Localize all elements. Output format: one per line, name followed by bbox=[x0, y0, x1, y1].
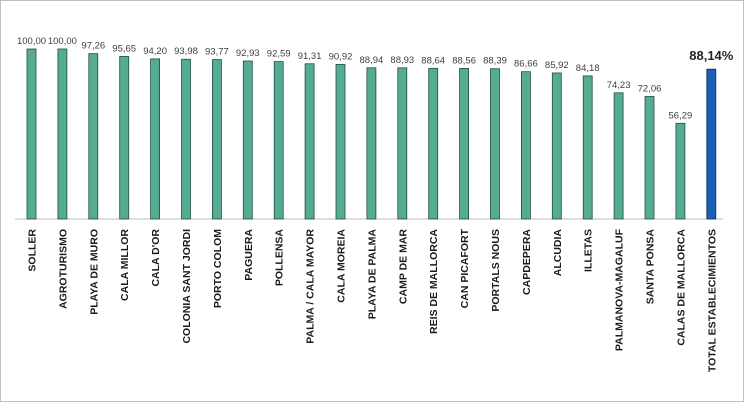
bar-0 bbox=[26, 48, 37, 220]
data-label-0: 100,00 bbox=[17, 36, 46, 47]
category-label-10: CALA MOREIA bbox=[336, 229, 348, 303]
data-label-18: 84,18 bbox=[576, 63, 600, 74]
data-label-3: 95,65 bbox=[112, 43, 136, 54]
category-label-16: CAPDEPERA bbox=[521, 229, 533, 295]
category-label-8: POLLENSA bbox=[274, 229, 286, 287]
category-label-18: ILLETAS bbox=[583, 229, 595, 272]
data-label-22: 88,14% bbox=[689, 48, 734, 63]
bar-7 bbox=[242, 60, 253, 220]
data-label-2: 97,26 bbox=[81, 41, 105, 52]
category-label-20: SANTA PONSA bbox=[645, 229, 657, 305]
bar-21 bbox=[675, 122, 686, 220]
category-label-21: CALAS DE MALLORCA bbox=[675, 229, 687, 346]
bar-6 bbox=[211, 59, 222, 220]
category-label-3: CALA MILLOR bbox=[119, 229, 131, 301]
data-label-11: 88,94 bbox=[360, 55, 384, 66]
category-label-5: COLONIA SANT JORDI bbox=[181, 229, 193, 344]
category-label-7: PAGUERA bbox=[243, 229, 255, 281]
data-label-15: 88,39 bbox=[483, 56, 507, 67]
bar-4 bbox=[150, 58, 161, 220]
data-label-14: 88,56 bbox=[452, 55, 476, 66]
data-label-21: 56,29 bbox=[669, 110, 693, 121]
data-label-19: 74,23 bbox=[607, 80, 631, 91]
category-label-0: SOLLER bbox=[27, 229, 39, 272]
bar-17 bbox=[551, 72, 562, 220]
category-label-15: PORTALS NOUS bbox=[490, 229, 502, 312]
data-label-6: 93,77 bbox=[205, 47, 229, 58]
bar-19 bbox=[613, 92, 624, 220]
bar-5 bbox=[181, 58, 191, 220]
category-label-17: ALCUDIA bbox=[552, 229, 564, 277]
bar-14 bbox=[459, 68, 470, 220]
category-label-19: PALMANOVA-MAGALUF bbox=[614, 228, 626, 351]
data-label-16: 86,66 bbox=[514, 59, 538, 70]
category-label-6: PORTO COLOM bbox=[212, 229, 224, 308]
category-label-14: CAN PICAFORT bbox=[459, 228, 471, 308]
data-label-1: 100,00 bbox=[48, 36, 77, 47]
category-label-9: PALMA / CALA MAYOR bbox=[305, 229, 317, 344]
category-label-12: CAMP DE MAR bbox=[397, 229, 409, 304]
data-label-7: 92,93 bbox=[236, 48, 260, 59]
category-label-13: REIS DE MALLORCA bbox=[428, 229, 440, 334]
data-label-12: 88,93 bbox=[390, 55, 414, 66]
category-label-4: CALA D'OR bbox=[150, 229, 162, 287]
category-label-11: PLAYA DE PALMA bbox=[366, 229, 378, 320]
data-label-17: 85,92 bbox=[545, 60, 569, 71]
category-label-22: TOTAL ESTABLECIMIENTOS bbox=[706, 229, 718, 372]
bar-22 bbox=[706, 68, 717, 220]
bar-11 bbox=[366, 67, 377, 220]
data-label-5: 93,98 bbox=[174, 46, 198, 57]
bar-20 bbox=[644, 96, 655, 220]
bar-2 bbox=[88, 53, 99, 220]
category-label-2: PLAYA DE MURO bbox=[88, 229, 100, 315]
bar-15 bbox=[490, 68, 500, 220]
data-label-9: 91,31 bbox=[298, 51, 322, 62]
bar-10 bbox=[335, 64, 346, 220]
category-label-1: AGROTURISMO bbox=[57, 229, 69, 309]
bar-13 bbox=[428, 67, 439, 220]
data-label-20: 72,06 bbox=[638, 83, 662, 94]
bar-12 bbox=[397, 67, 408, 220]
data-label-13: 88,64 bbox=[421, 55, 445, 66]
data-label-8: 92,59 bbox=[267, 49, 291, 60]
data-label-10: 90,92 bbox=[329, 51, 353, 62]
data-label-4: 94,20 bbox=[143, 46, 167, 57]
bar-3 bbox=[119, 55, 130, 220]
bar-16 bbox=[521, 71, 531, 220]
bar-9 bbox=[304, 63, 315, 220]
bar-18 bbox=[582, 75, 593, 220]
bar-8 bbox=[273, 61, 284, 220]
bar-1 bbox=[57, 48, 68, 220]
